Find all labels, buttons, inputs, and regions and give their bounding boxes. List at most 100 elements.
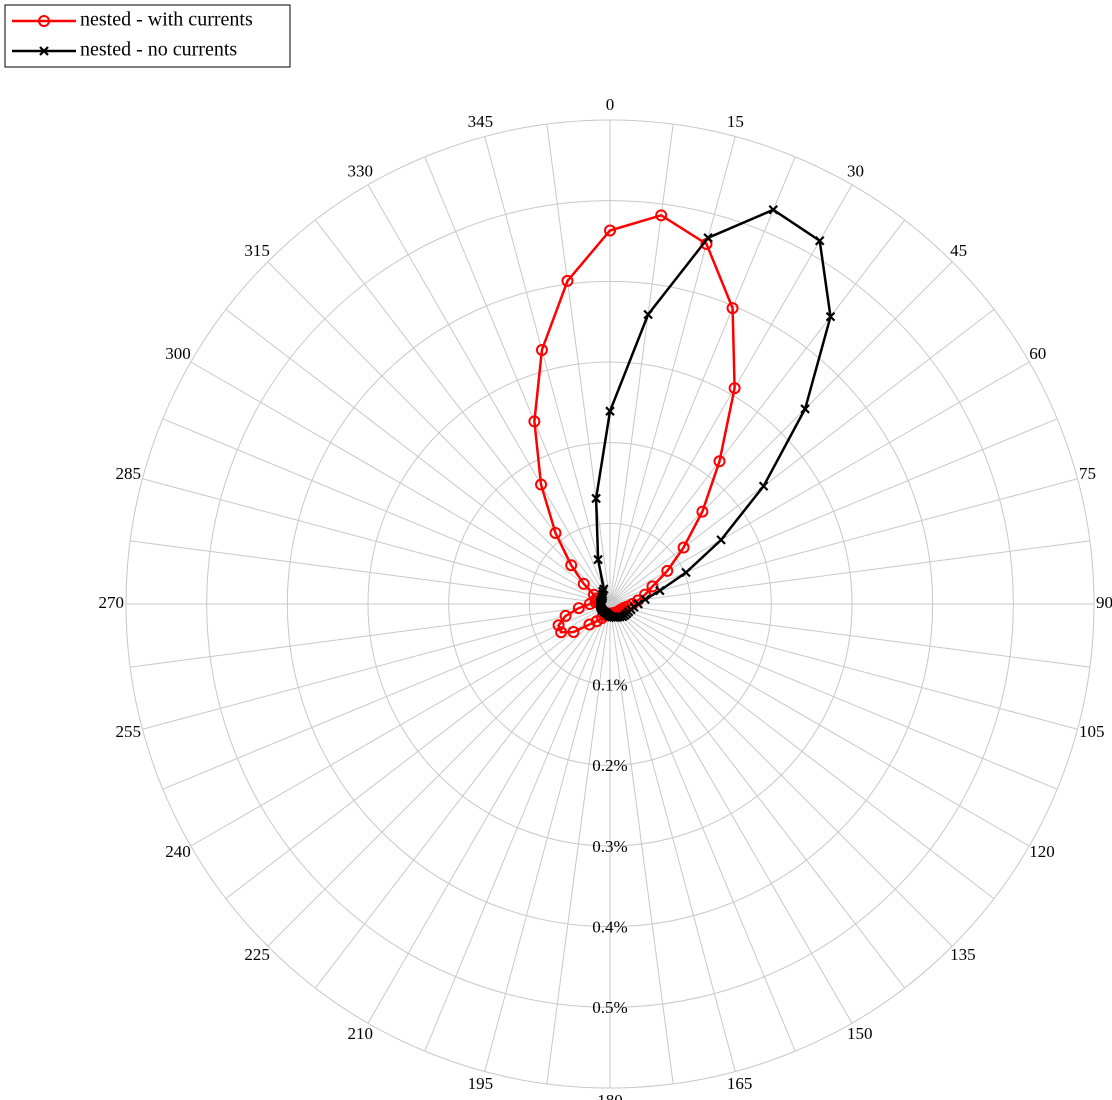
spoke (609, 308, 995, 605)
spoke (367, 184, 611, 605)
legend: nested - with currents nested - no curren… (4, 4, 291, 68)
marker (703, 233, 713, 243)
spoke (225, 603, 611, 900)
series-line (594, 208, 832, 619)
marker (565, 559, 578, 572)
legend-box (4, 4, 291, 68)
marker (535, 343, 548, 356)
angle-tick-label: 345 (468, 112, 494, 131)
r-tick-label: 0.5% (592, 998, 627, 1017)
spoke (190, 603, 611, 847)
spoke (609, 478, 1078, 605)
spoke (609, 418, 1058, 605)
spoke (609, 603, 674, 1084)
marker (561, 274, 574, 287)
marker (713, 455, 726, 468)
plot-area (528, 204, 836, 639)
spoke (609, 219, 906, 605)
marker (677, 541, 690, 554)
marker (716, 535, 726, 545)
spoke (609, 603, 1058, 790)
spoke (609, 603, 995, 900)
angle-tick-label: 165 (727, 1074, 753, 1093)
angle-tick-label: 315 (244, 241, 270, 260)
spoke (609, 603, 796, 1052)
marker (535, 478, 548, 491)
marker (605, 406, 615, 416)
spoke (609, 603, 736, 1072)
spoke (314, 603, 611, 989)
marker (552, 619, 565, 632)
spoke (609, 361, 1030, 605)
marker (758, 481, 769, 491)
angle-tick-label: 150 (847, 1024, 873, 1043)
spoke (424, 603, 611, 1052)
spoke (162, 603, 611, 790)
r-tick-label: 0.3% (592, 837, 627, 856)
angle-tick-label: 0 (606, 95, 615, 114)
marker (39, 46, 49, 56)
angle-tick-label: 270 (99, 593, 125, 612)
spoke (267, 261, 611, 605)
spoke (609, 603, 853, 1024)
r-tick-label: 0.1% (592, 676, 627, 695)
marker (593, 554, 603, 565)
r-tick-label: 0.4% (592, 918, 627, 937)
marker (655, 585, 665, 596)
angle-tick-label: 180 (597, 1091, 623, 1100)
marker (38, 15, 50, 27)
spoke (190, 361, 611, 605)
r-tick-label: 0.2% (592, 756, 627, 775)
spoke (225, 308, 611, 605)
spoke (130, 603, 611, 668)
legend-label: nested - no currents (80, 39, 237, 61)
marker (559, 609, 572, 622)
angle-tick-label: 240 (165, 842, 191, 861)
marker (696, 505, 709, 518)
angle-tick-label: 30 (847, 162, 864, 181)
spoke (609, 124, 674, 605)
spoke (424, 156, 611, 605)
angle-tick-label: 135 (950, 945, 976, 964)
spoke (609, 184, 853, 605)
spoke (367, 603, 611, 1024)
angle-tick-label: 90 (1096, 593, 1112, 612)
angle-tick-label: 45 (950, 241, 967, 260)
spoke (609, 156, 796, 605)
marker (655, 209, 668, 222)
marker (577, 577, 590, 590)
spoke (609, 540, 1090, 605)
angle-tick-label: 120 (1029, 842, 1055, 861)
spoke (142, 603, 611, 730)
marker (555, 626, 568, 639)
angle-tick-label: 300 (165, 344, 191, 363)
marker (728, 382, 741, 395)
spoke (609, 603, 1078, 730)
spoke (130, 540, 611, 605)
marker (572, 602, 585, 615)
spoke (609, 603, 1030, 847)
marker (661, 564, 674, 577)
angle-tick-label: 105 (1079, 722, 1105, 741)
marker (643, 309, 653, 320)
marker (768, 204, 779, 215)
marker (599, 584, 609, 594)
marker (549, 526, 562, 539)
spoke (609, 261, 953, 605)
angle-tick-label: 60 (1029, 344, 1046, 363)
marker (646, 580, 659, 593)
marker (528, 415, 541, 428)
spoke (142, 478, 611, 605)
legend-label: nested - with currents (80, 9, 253, 31)
marker (814, 235, 825, 246)
marker (583, 618, 596, 631)
marker (567, 625, 580, 638)
spoke (314, 219, 611, 605)
spoke (162, 418, 611, 605)
spoke (546, 603, 611, 1084)
angle-tick-label: 255 (115, 722, 141, 741)
spoke (609, 603, 906, 989)
spoke (609, 136, 736, 605)
spoke (609, 603, 1090, 668)
